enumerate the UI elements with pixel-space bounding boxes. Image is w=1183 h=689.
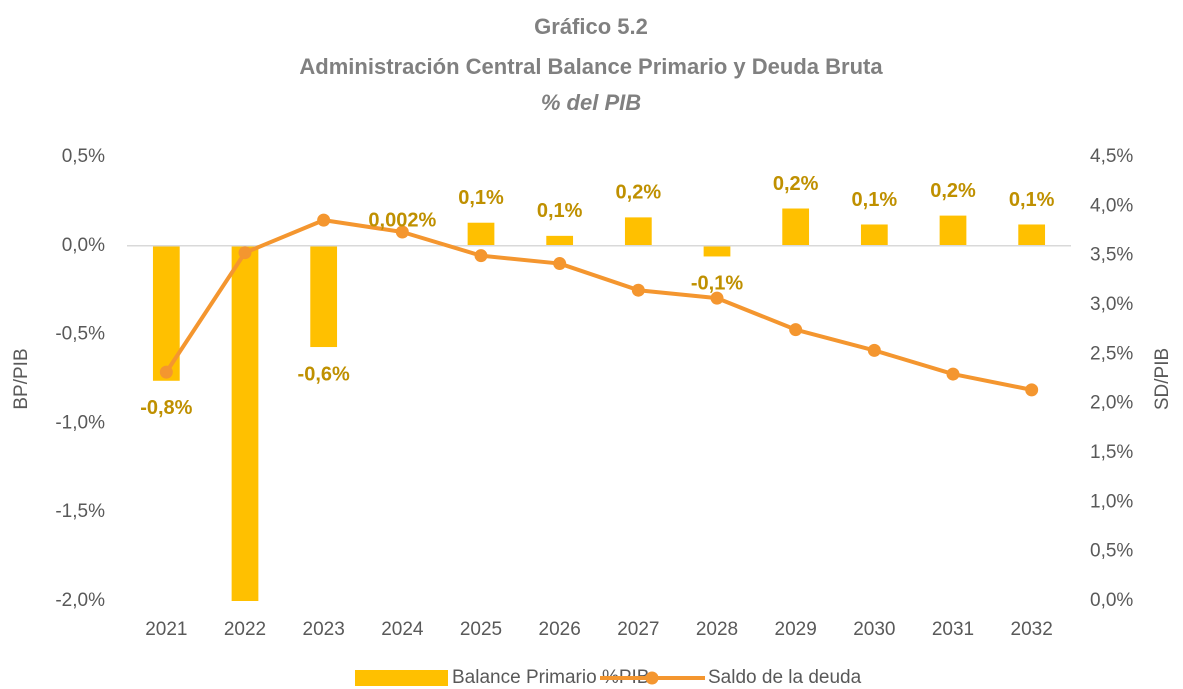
x-tick-label: 2025: [460, 619, 502, 640]
value-label: 0,1%: [1009, 189, 1055, 211]
chart-title: Gráfico 5.2: [534, 14, 648, 39]
line-marker: [395, 225, 409, 239]
line-marker: [789, 323, 803, 337]
y-tick-label: -0,5%: [55, 324, 105, 345]
bar: [1018, 224, 1046, 246]
x-tick-label: 2023: [303, 619, 345, 640]
y2-tick-label: 1,5%: [1090, 442, 1133, 463]
line-marker: [710, 291, 724, 305]
x-tick-label: 2022: [224, 619, 266, 640]
value-label: -0,1%: [691, 273, 743, 295]
value-label: 0,002%: [368, 210, 436, 232]
x-tick-label: 2028: [696, 619, 738, 640]
line-marker: [238, 246, 252, 260]
legend-label: Saldo de la deuda: [708, 667, 862, 688]
y2-tick-label: 0,5%: [1090, 541, 1133, 562]
bar: [624, 217, 652, 246]
legend-swatch: [355, 670, 448, 686]
value-label: -0,6%: [298, 363, 350, 385]
y2-tick-label: 3,5%: [1090, 245, 1133, 266]
y-tick-label: 0,0%: [62, 235, 105, 256]
bar: [703, 245, 731, 257]
y-tick-label: 0,5%: [62, 146, 105, 167]
y2-tick-label: 1,0%: [1090, 491, 1133, 512]
x-tick-label: 2030: [853, 619, 895, 640]
y2-tick-label: 0,0%: [1090, 590, 1133, 611]
x-tick-label: 2026: [539, 619, 581, 640]
chart-title: Administración Central Balance Primario …: [299, 54, 883, 79]
line-marker: [946, 367, 960, 381]
y-axis-title: BP/PIB: [11, 348, 32, 409]
line-marker: [474, 249, 488, 263]
bar: [310, 245, 338, 348]
bar: [939, 215, 967, 246]
bar: [467, 222, 495, 246]
value-label: -0,8%: [140, 397, 192, 419]
x-tick-label: 2032: [1011, 619, 1053, 640]
value-label: 0,2%: [616, 182, 662, 204]
y2-tick-label: 3,0%: [1090, 294, 1133, 315]
bar: [546, 235, 574, 246]
bar: [231, 245, 259, 602]
x-tick-label: 2029: [775, 619, 817, 640]
value-label: 0,1%: [537, 200, 583, 222]
y2-tick-label: 4,0%: [1090, 195, 1133, 216]
bar: [782, 208, 810, 246]
value-label: 0,2%: [930, 180, 976, 202]
legend-label: Balance Primario %PIB: [452, 667, 649, 688]
y-tick-label: -2,0%: [55, 590, 105, 611]
x-tick-label: 2027: [617, 619, 659, 640]
line: [164, 218, 1033, 392]
y2-axis-title: SD/PIB: [1152, 348, 1173, 410]
y2-tick-label: 2,0%: [1090, 393, 1133, 414]
y-tick-label: -1,5%: [55, 501, 105, 522]
chart-subtitle: % del PIB: [541, 90, 641, 115]
x-tick-label: 2031: [932, 619, 974, 640]
line-marker: [867, 343, 881, 357]
value-label: 0,2%: [773, 173, 819, 195]
bar: [860, 224, 888, 246]
value-label: 0,1%: [458, 187, 504, 209]
y2-tick-label: 4,5%: [1090, 146, 1133, 167]
x-tick-label: 2021: [145, 619, 187, 640]
line-marker: [317, 213, 331, 227]
y-tick-label: -1,0%: [55, 412, 105, 433]
line-marker: [159, 365, 173, 379]
line-marker: [631, 283, 645, 297]
legend-swatch: [645, 671, 659, 685]
x-tick-label: 2024: [381, 619, 424, 640]
y2-tick-label: 2,5%: [1090, 343, 1133, 364]
value-label: 0,1%: [852, 189, 898, 211]
line-marker: [553, 257, 567, 271]
line-marker: [1025, 383, 1039, 397]
